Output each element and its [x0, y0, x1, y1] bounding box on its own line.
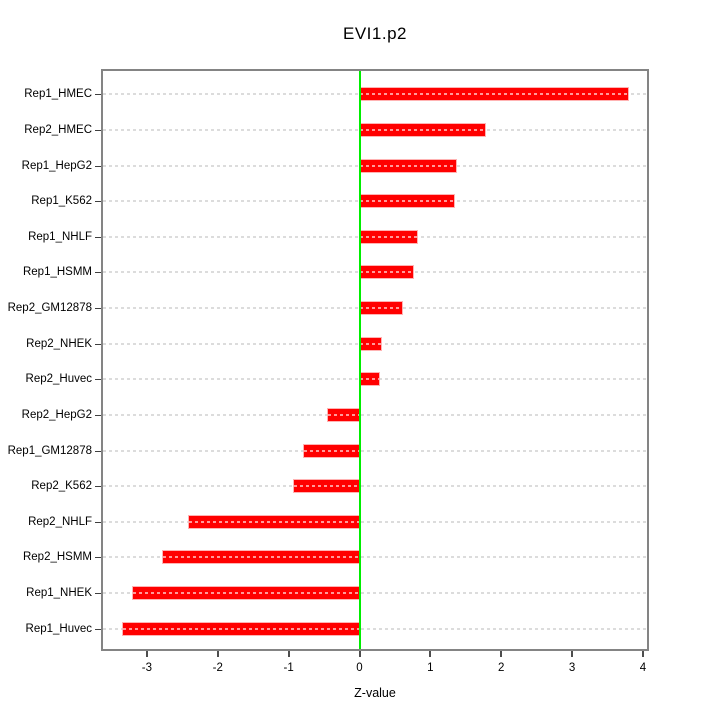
y-tick-mark: [95, 450, 103, 452]
x-tick-label: 0: [356, 662, 363, 674]
x-tick-mark: [429, 651, 432, 657]
grid-line: [103, 591, 647, 594]
bar-dash-pattern: [328, 413, 360, 416]
category-label: Rep1_HMEC: [24, 88, 92, 101]
x-tick-label: 1: [427, 662, 434, 674]
bar: [293, 479, 361, 494]
y-tick-mark: [95, 94, 103, 96]
category-label: Rep2_GM12878: [7, 302, 92, 315]
bar-dash-pattern: [359, 307, 403, 310]
bar-dash-pattern: [359, 271, 414, 274]
x-tick-label: -1: [283, 662, 294, 674]
bar-dash-pattern: [359, 128, 485, 131]
bar-dash-pattern: [163, 556, 360, 559]
category-label: Rep1_HSMM: [22, 266, 92, 279]
bar: [188, 514, 361, 529]
category-label: Rep2_HSMM: [22, 551, 92, 564]
bar: [358, 229, 418, 244]
bar: [358, 265, 415, 280]
bar-dash-pattern: [359, 164, 456, 167]
x-axis-title: Z-value: [354, 686, 396, 700]
category-label: Rep2_K562: [31, 480, 92, 493]
category-label: Rep1_Huvec: [25, 622, 92, 635]
bar: [162, 550, 361, 565]
bar: [131, 585, 361, 600]
category-label: Rep2_NHEK: [26, 337, 92, 350]
x-tick-mark: [641, 651, 644, 657]
x-tick-mark: [358, 651, 361, 657]
bar-dash-pattern: [132, 591, 360, 594]
y-tick-mark: [95, 557, 103, 559]
category-label: Rep2_Huvec: [25, 373, 92, 386]
x-tick-label: 2: [498, 662, 505, 674]
y-tick-mark: [95, 379, 103, 381]
x-tick-label: -2: [212, 662, 223, 674]
category-label: Rep2_HMEC: [24, 123, 92, 136]
bar-dash-pattern: [122, 627, 360, 630]
category-label: Rep2_HepG2: [21, 408, 92, 421]
grid-line: [103, 413, 647, 416]
bar-dash-pattern: [359, 200, 454, 203]
bar-dash-pattern: [304, 449, 360, 452]
plot-area: [103, 71, 647, 649]
chart-title: EVI1.p2: [343, 24, 407, 43]
y-tick-mark: [95, 272, 103, 274]
bar: [358, 301, 404, 316]
x-tick-mark: [287, 651, 290, 657]
grid-line: [103, 627, 647, 630]
y-tick-mark: [95, 236, 103, 238]
grid-line: [103, 520, 647, 523]
bar: [121, 621, 361, 636]
x-tick-mark: [571, 651, 574, 657]
grid-line: [103, 485, 647, 488]
x-tick-mark: [145, 651, 148, 657]
y-tick-mark: [95, 592, 103, 594]
y-tick-mark: [95, 628, 103, 630]
bar-dash-pattern: [359, 235, 417, 238]
y-tick-mark: [95, 201, 103, 203]
zero-reference-line: [358, 71, 361, 649]
category-label: Rep1_NHLF: [28, 230, 92, 243]
category-label: Rep1_K562: [31, 195, 92, 208]
x-tick-mark: [500, 651, 503, 657]
bar-dash-pattern: [294, 485, 360, 488]
x-tick-mark: [216, 651, 219, 657]
category-label: Rep1_NHEK: [26, 586, 92, 599]
y-tick-mark: [95, 486, 103, 488]
category-label: Rep1_GM12878: [7, 444, 92, 457]
y-tick-mark: [95, 129, 103, 131]
bar-dash-pattern: [359, 93, 629, 96]
y-tick-mark: [95, 414, 103, 416]
bar: [327, 407, 361, 422]
bar-dash-pattern: [189, 520, 360, 523]
bar: [358, 122, 486, 137]
bar: [358, 372, 381, 387]
y-tick-mark: [95, 521, 103, 523]
y-tick-mark: [95, 343, 103, 345]
bar: [303, 443, 361, 458]
category-label: Rep2_NHLF: [28, 515, 92, 528]
y-tick-mark: [95, 308, 103, 310]
y-tick-mark: [95, 165, 103, 167]
bar: [358, 194, 455, 209]
bar: [358, 158, 457, 173]
category-label: Rep1_HepG2: [21, 159, 92, 172]
grid-line: [103, 556, 647, 559]
x-tick-label: -3: [141, 662, 153, 674]
bar-dash-pattern: [359, 378, 380, 381]
bar: [358, 336, 382, 351]
x-tick-label: 4: [639, 662, 647, 674]
grid-line: [103, 449, 647, 452]
bar: [358, 87, 630, 102]
x-tick-label: 3: [568, 662, 576, 674]
bar-dash-pattern: [359, 342, 381, 345]
